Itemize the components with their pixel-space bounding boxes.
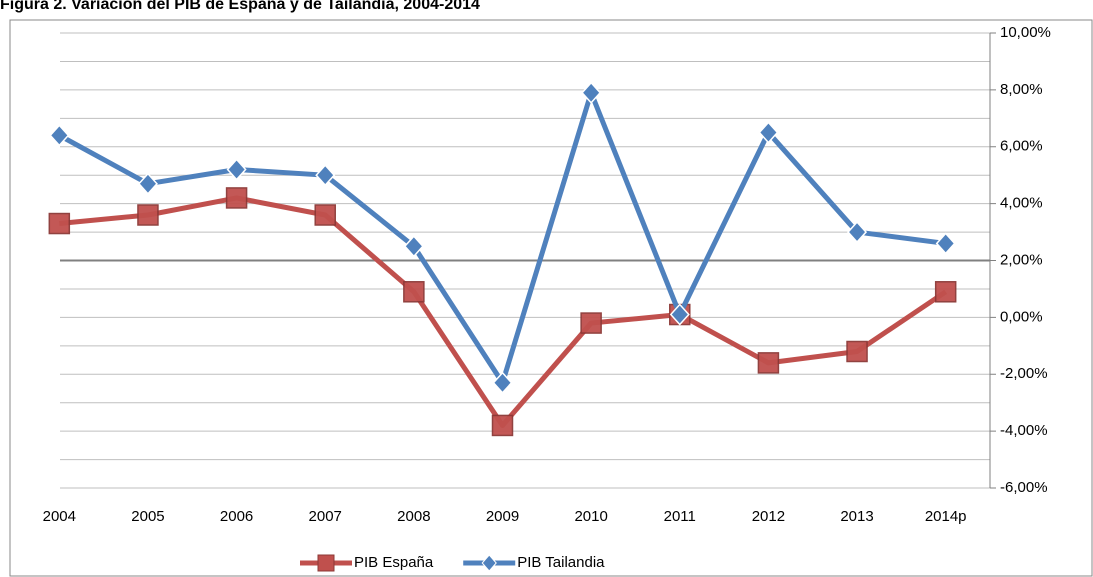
- x-tick-label: 2006: [220, 508, 253, 525]
- series-marker: [580, 312, 602, 334]
- y-tick-label: 6,00%: [1000, 138, 1043, 155]
- y-tick-label: 4,00%: [1000, 195, 1043, 212]
- series-marker: [758, 121, 779, 144]
- series-marker: [847, 220, 868, 244]
- legend-marker: [481, 554, 497, 572]
- series-marker: [934, 281, 957, 303]
- x-tick-label: 2011: [664, 508, 696, 525]
- x-tick-label: 2005: [131, 508, 164, 525]
- x-tick-label: 2007: [309, 508, 342, 525]
- series-marker: [403, 281, 425, 303]
- series-marker: [403, 235, 424, 258]
- x-tick-label: 2009: [486, 508, 519, 525]
- series-line: [58, 90, 947, 386]
- y-tick-label: 2,00%: [1000, 251, 1043, 268]
- chart-title: Figura 2. Variación del PIB de España y …: [0, 0, 480, 13]
- legend-label: PIB España: [354, 554, 434, 571]
- series-marker: [669, 303, 690, 326]
- series-marker: [137, 172, 158, 195]
- y-tick-label: 0,00%: [1000, 308, 1043, 325]
- series-marker: [315, 164, 336, 187]
- series-marker: [225, 187, 248, 209]
- x-tick-label: 2013: [840, 508, 873, 525]
- chart-frame: [9, 19, 1093, 577]
- series-marker: [492, 371, 513, 394]
- series-marker: [935, 232, 956, 255]
- x-tick-label: 2014p: [925, 508, 967, 525]
- y-tick-label: -2,00%: [1000, 365, 1048, 382]
- series-marker: [846, 340, 868, 363]
- y-tick-label: 8,00%: [1000, 81, 1043, 98]
- legend-marker: [317, 554, 335, 572]
- series-marker: [226, 158, 247, 181]
- series-marker: [581, 81, 602, 104]
- y-tick-label: 10,00%: [1000, 24, 1051, 41]
- series-marker: [137, 204, 159, 226]
- x-tick-label: 2004: [43, 508, 76, 525]
- y-tick-label: -6,00%: [1000, 479, 1048, 496]
- series-marker: [314, 204, 336, 226]
- x-tick-label: 2012: [752, 508, 785, 525]
- series-marker: [491, 414, 514, 437]
- y-tick-label: -4,00%: [1000, 422, 1048, 439]
- legend-label: PIB Tailandia: [517, 554, 605, 571]
- series-marker: [49, 124, 70, 147]
- x-tick-label: 2010: [574, 508, 607, 525]
- x-tick-label: 2008: [397, 508, 430, 525]
- series-marker: [48, 212, 71, 235]
- series-marker: [757, 352, 780, 374]
